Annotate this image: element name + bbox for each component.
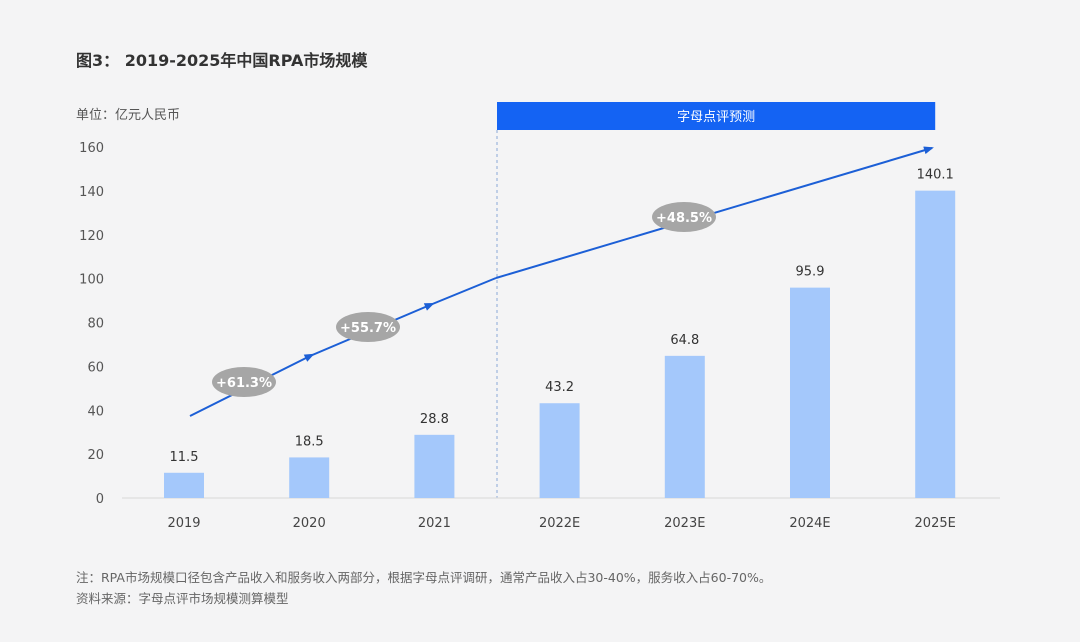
y-tick-label: 40 [87,404,104,419]
growth-rate-bubble [652,202,716,232]
growth-rate-bubble [212,367,276,397]
bar-value-label: 64.8 [670,333,699,348]
trend-arrowhead-icon [303,353,315,362]
growth-rate-label: +48.5% [656,211,712,226]
x-tick-label: 2023E [664,516,705,531]
y-tick-label: 160 [79,141,104,156]
y-tick-label: 140 [79,185,104,200]
bar [915,190,956,498]
forecast-banner [497,102,936,130]
x-tick-label: 2022E [539,516,580,531]
x-tick-label: 2020 [293,516,326,531]
x-tick-label: 2019 [167,516,200,531]
growth-rate-bubble [336,312,400,342]
bar-value-label: 28.8 [420,412,449,427]
y-tick-label: 20 [87,448,104,463]
bar-value-label: 11.5 [170,450,199,465]
bar [664,355,705,498]
y-tick-label: 100 [79,273,104,288]
bar-value-label: 95.9 [796,265,825,280]
bar [790,287,830,498]
forecast-banner-label: 字母点评预测 [677,110,755,125]
growth-rate-label: +61.3% [216,376,272,391]
x-tick-label: 2021 [418,516,451,531]
source-note: 资料来源：字母点评市场规模测算模型 [76,591,289,606]
y-tick-label: 80 [87,317,104,332]
x-tick-label: 2025E [915,516,956,531]
bar [414,434,455,498]
bar [539,403,580,498]
growth-rate-label: +55.7% [340,321,396,336]
bar-value-label: 18.5 [295,434,324,449]
bar [289,457,330,498]
footnote: 注：RPA市场规模口径包含产品收入和服务收入两部分，根据字母点评调研，通常产品收… [76,570,772,585]
y-tick-label: 60 [87,360,104,375]
bar-value-label: 140.1 [917,168,954,183]
chart-title: 图3： 2019-2025年中国RPA市场规模 [76,51,368,70]
unit-label: 单位：亿元人民币 [76,108,181,123]
bar [164,472,204,498]
bar-value-label: 43.2 [545,380,574,395]
y-tick-label: 0 [96,492,104,507]
trend-arrowhead-icon [423,303,435,311]
y-tick-label: 120 [79,229,104,244]
x-tick-label: 2024E [789,516,830,531]
